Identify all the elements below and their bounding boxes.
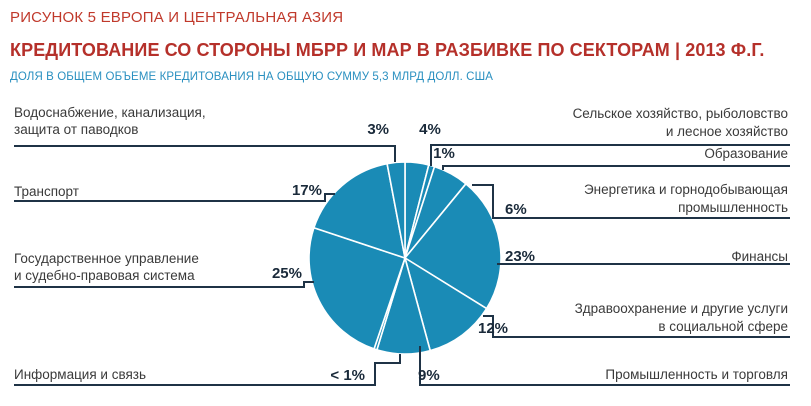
category-label-agriculture-line-2: и лесное хозяйство: [666, 124, 788, 139]
chart-subtitle: ДОЛЯ В ОБЩЕМ ОБЪЕМЕ КРЕДИТОВАНИЯ НА ОБЩУ…: [10, 71, 493, 83]
value-label-health: 12%: [478, 320, 508, 337]
value-label-agriculture: 4%: [419, 121, 441, 138]
value-label-finance: 23%: [505, 248, 535, 265]
pie-slice-finance: [404, 183, 502, 310]
category-label-health-line-2: в социальной сфере: [658, 319, 788, 334]
leader-line-health: [483, 315, 790, 338]
leader-line-agriculture: [430, 144, 790, 166]
leader-lines: [14, 144, 790, 386]
value-label-ict: < 1%: [330, 367, 365, 384]
leader-line-water: [14, 145, 396, 162]
category-label-water-line-2: защита от паводков: [14, 122, 138, 137]
value-label-energy: 6%: [505, 201, 527, 218]
leader-line-education: [442, 165, 790, 170]
figure-label: РИСУНОК 5 ЕВРОПА И ЦЕНТРАЛЬНАЯ АЗИЯ: [10, 9, 344, 26]
category-label-ict: Информация и связь: [14, 367, 146, 382]
value-label-industry: 9%: [418, 367, 440, 384]
leader-line-transport: [14, 193, 335, 202]
category-label-water-line-1: Водоснабжение, канализация,: [14, 105, 206, 120]
leader-line-governance: [14, 281, 314, 288]
value-label-water: 3%: [367, 121, 389, 138]
category-label-governance-line-1: Государственное управление: [14, 251, 199, 266]
category-label-transport: Транспорт: [14, 184, 79, 199]
value-label-governance: 25%: [272, 265, 302, 282]
pie-slices: [308, 161, 502, 355]
leader-line-ict: [14, 354, 401, 386]
category-label-agriculture-line-1: Сельское хозяйство, рыболовство: [573, 106, 788, 121]
category-label-finance: Финансы: [731, 249, 788, 264]
pie-slice-health: [404, 257, 488, 352]
leader-line-energy: [472, 184, 790, 219]
category-label-governance-line-2: и судебно-правовая система: [14, 268, 195, 283]
value-label-transport: 17%: [292, 182, 322, 199]
leader-line-industry: [419, 346, 790, 386]
pie-slice-governance: [308, 226, 406, 350]
category-label-health-line-1: Здравоохранение и другие услуги: [575, 301, 788, 316]
pie-slice-water: [386, 161, 406, 259]
pie-slice-transport: [313, 162, 406, 259]
category-label-education: Образование: [704, 146, 788, 161]
category-label-energy-line-1: Энергетика и горнодобывающая: [584, 182, 788, 197]
category-label-energy-line-2: промышленность: [678, 200, 788, 215]
category-label-industry: Промышленность и торговля: [605, 367, 788, 382]
value-label-education: 1%: [433, 145, 455, 162]
slice-labels: 4% Сельское хозяйство, рыболовство и лесно…: [14, 105, 788, 384]
chart-title: КРЕДИТОВАНИЕ СО СТОРОНЫ МБРР И МАР В РАЗ…: [10, 40, 765, 60]
